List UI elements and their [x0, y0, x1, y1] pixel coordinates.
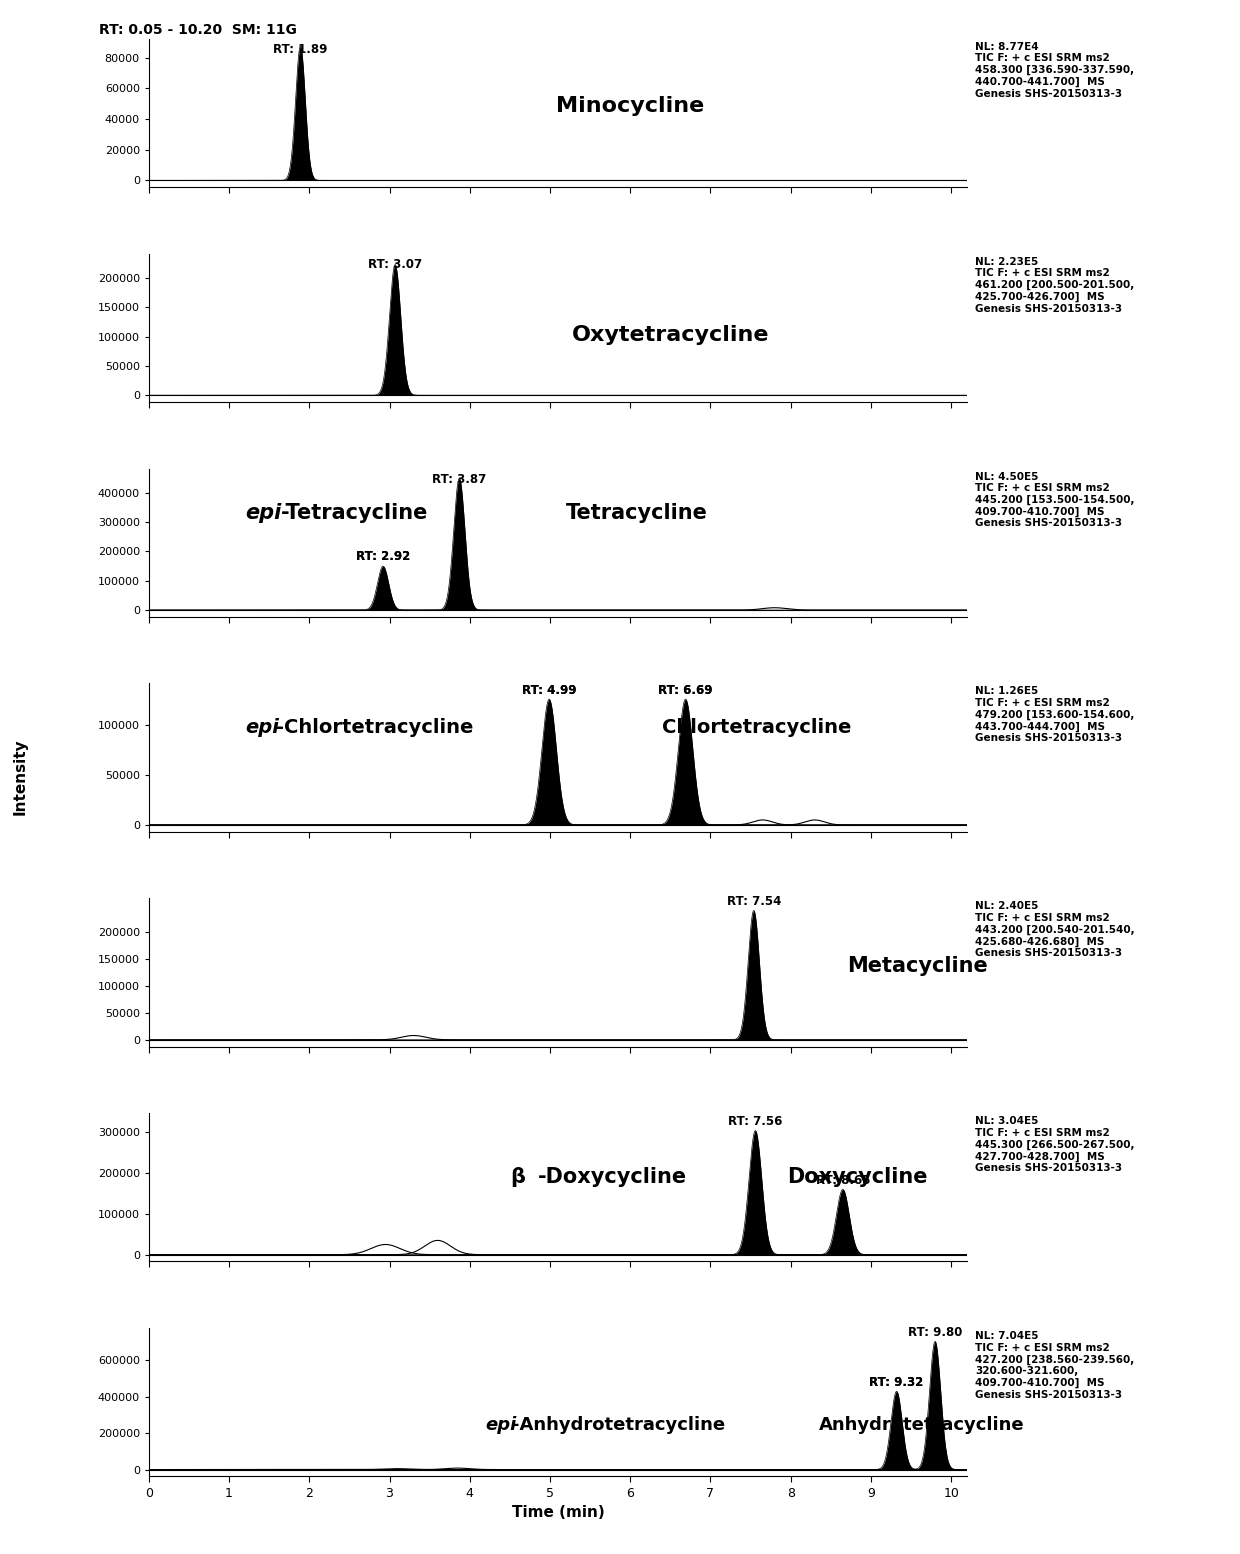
Text: RT: 6.69: RT: 6.69	[658, 684, 713, 696]
Text: RT: 7.54: RT: 7.54	[727, 895, 781, 908]
Text: epi: epi	[246, 503, 281, 524]
Text: RT: 1.89: RT: 1.89	[273, 44, 327, 56]
Text: β: β	[510, 1167, 525, 1187]
Text: NL: 3.04E5
TIC F: + c ESI SRM ms2
445.300 [266.500-267.500,
427.700-428.700]  MS: NL: 3.04E5 TIC F: + c ESI SRM ms2 445.30…	[976, 1116, 1135, 1173]
Text: Metacycline: Metacycline	[847, 956, 987, 976]
Text: NL: 1.26E5
TIC F: + c ESI SRM ms2
479.200 [153.600-154.600,
443.700-444.700]  MS: NL: 1.26E5 TIC F: + c ESI SRM ms2 479.20…	[976, 687, 1135, 743]
Text: RT: 6.69: RT: 6.69	[658, 684, 713, 696]
Text: Chlortetracycline: Chlortetracycline	[662, 718, 852, 738]
Text: Anhydrotetracycline: Anhydrotetracycline	[818, 1416, 1024, 1434]
Text: -Anhydrotetracycline: -Anhydrotetracycline	[512, 1416, 725, 1434]
Text: RT: 9.32: RT: 9.32	[869, 1375, 924, 1389]
Text: RT: 4.99: RT: 4.99	[522, 684, 577, 696]
Text: RT: 9.32: RT: 9.32	[869, 1375, 924, 1389]
Text: NL: 8.77E4
TIC F: + c ESI SRM ms2
458.300 [336.590-337.590,
440.700-441.700]  MS: NL: 8.77E4 TIC F: + c ESI SRM ms2 458.30…	[976, 42, 1135, 99]
Text: Tetracycline: Tetracycline	[565, 503, 708, 524]
Text: RT: 8.65: RT: 8.65	[816, 1173, 870, 1187]
Text: -Doxycycline: -Doxycycline	[538, 1167, 687, 1187]
X-axis label: Time (min): Time (min)	[512, 1506, 604, 1520]
Text: RT: 7.56: RT: 7.56	[728, 1114, 782, 1128]
Text: NL: 2.40E5
TIC F: + c ESI SRM ms2
443.200 [200.540-201.540,
425.680-426.680]  MS: NL: 2.40E5 TIC F: + c ESI SRM ms2 443.20…	[976, 901, 1135, 959]
Text: -Tetracycline: -Tetracycline	[281, 503, 429, 524]
Text: RT: 2.92: RT: 2.92	[356, 550, 410, 564]
Text: RT: 2.92: RT: 2.92	[356, 550, 410, 564]
Text: NL: 7.04E5
TIC F: + c ESI SRM ms2
427.200 [238.560-239.560,
320.600-321.600,
409: NL: 7.04E5 TIC F: + c ESI SRM ms2 427.20…	[976, 1332, 1135, 1400]
Text: NL: 4.50E5
TIC F: + c ESI SRM ms2
445.200 [153.500-154.500,
409.700-410.700]  MS: NL: 4.50E5 TIC F: + c ESI SRM ms2 445.20…	[976, 471, 1135, 528]
Text: -Chlortetracycline: -Chlortetracycline	[275, 718, 472, 738]
Text: RT: 3.07: RT: 3.07	[368, 258, 422, 272]
Text: RT: 0.05 - 10.20  SM: 11G: RT: 0.05 - 10.20 SM: 11G	[99, 23, 298, 37]
Text: RT: 4.99: RT: 4.99	[522, 684, 577, 696]
Text: epi: epi	[486, 1416, 517, 1434]
Text: RT: 3.87: RT: 3.87	[433, 472, 486, 486]
Text: NL: 2.23E5
TIC F: + c ESI SRM ms2
461.200 [200.500-201.500,
425.700-426.700]  MS: NL: 2.23E5 TIC F: + c ESI SRM ms2 461.20…	[976, 256, 1135, 314]
Text: RT: 9.80: RT: 9.80	[908, 1326, 962, 1338]
Text: epi: epi	[246, 718, 279, 738]
Text: Minocycline: Minocycline	[556, 96, 704, 117]
Text: Oxytetracycline: Oxytetracycline	[572, 325, 769, 345]
Text: Intensity: Intensity	[12, 738, 27, 816]
Text: Doxycycline: Doxycycline	[786, 1167, 928, 1187]
